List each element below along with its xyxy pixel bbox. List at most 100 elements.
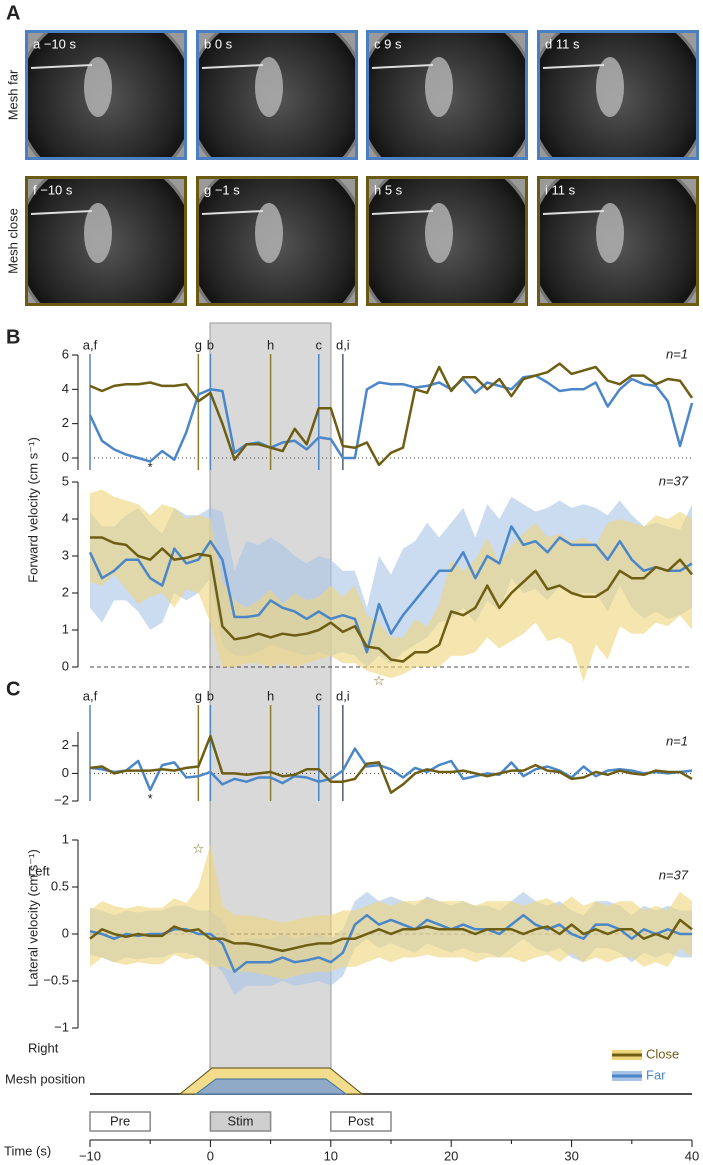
n-label: n=1: [666, 733, 688, 748]
epoch-label: Pre: [110, 1113, 130, 1128]
epoch-box: [89, 1111, 151, 1132]
cricket: [596, 203, 624, 263]
y-axis-title: Lateral velocity (cm s⁻¹): [25, 849, 40, 987]
y-tick-label: −2: [54, 792, 69, 807]
cricket: [84, 57, 112, 117]
row-label: Mesh far: [5, 69, 20, 120]
photo-frame: [196, 176, 358, 306]
cricket: [255, 57, 283, 117]
y-tick-label: 2: [62, 584, 69, 599]
photo-frame: [25, 176, 187, 306]
photo-frame: [537, 176, 699, 306]
n-label: n=37: [659, 867, 689, 882]
photo-frame: [25, 30, 187, 160]
y-tick-label: 0: [62, 658, 69, 673]
photo-label: c 9 s: [374, 36, 402, 51]
y-tick-label: 6: [62, 346, 69, 361]
photo: [366, 30, 528, 160]
photo-frame: [366, 176, 528, 306]
y-tick-label: 2: [62, 415, 69, 430]
epoch-label: Post: [348, 1113, 374, 1128]
antenna: [371, 64, 434, 69]
series-line: [89, 734, 693, 794]
antenna: [30, 210, 93, 215]
photo-label: a −10 s: [33, 36, 77, 51]
photo-label: d 11 s: [545, 36, 580, 51]
antenna: [201, 64, 264, 69]
legend-label: Far: [646, 1067, 666, 1082]
cricket: [425, 203, 453, 263]
y-tick-label: 5: [62, 473, 69, 488]
panel-label: B: [6, 326, 20, 348]
x-tick-label: 40: [685, 1148, 699, 1163]
y-tick-label: 0.5: [51, 878, 69, 893]
event-label: c: [316, 688, 323, 703]
antenna: [30, 64, 93, 69]
photo: [25, 176, 187, 306]
photo-label: f −10 s: [33, 182, 73, 197]
annotation: *: [148, 460, 153, 475]
photo: [366, 176, 528, 306]
event-label: c: [316, 337, 323, 352]
direction-label: Left: [28, 863, 50, 878]
legend-label: Close: [646, 1046, 679, 1061]
y-tick-label: 2: [62, 737, 69, 752]
antenna: [542, 210, 605, 215]
band: [90, 844, 692, 980]
panel-label: A: [6, 2, 20, 24]
y-axis-title: Forward velocity (cm s⁻¹): [25, 437, 40, 583]
x-tick-label: 0: [207, 1148, 214, 1163]
annotation: *: [148, 791, 153, 806]
x-tick-label: −10: [79, 1148, 101, 1163]
photo-frame: [196, 30, 358, 160]
y-tick-label: 0: [62, 925, 69, 940]
epoch-box: [209, 1111, 272, 1132]
event-label: h: [267, 688, 274, 703]
n-label: n=37: [659, 473, 689, 488]
photo-label: g −1 s: [204, 182, 240, 197]
y-tick-label: 4: [62, 510, 69, 525]
direction-label: Right: [28, 1040, 59, 1055]
event-label: d,i: [336, 337, 350, 352]
panel-label: C: [6, 678, 20, 700]
y-tick-label: 4: [62, 381, 69, 396]
band: [90, 489, 692, 682]
series-line: [88, 525, 693, 654]
n-label: n=1: [666, 346, 688, 361]
epoch-label: Stim: [228, 1113, 254, 1128]
series-line: [90, 536, 693, 663]
photo-frame: [366, 30, 528, 160]
event-label: g: [195, 688, 202, 703]
cricket: [255, 203, 283, 263]
x-tick-label: 30: [564, 1148, 578, 1163]
event-label: b: [207, 688, 214, 703]
y-tick-label: 1: [62, 831, 69, 846]
cricket: [596, 57, 624, 117]
y-tick-label: 0: [62, 449, 69, 464]
y-tick-label: 0: [62, 765, 69, 780]
cricket: [84, 203, 112, 263]
y-tick-label: 3: [62, 547, 69, 562]
photo: [537, 176, 699, 306]
antenna: [371, 210, 434, 215]
photo-frame: [537, 30, 699, 160]
x-tick-label: 20: [444, 1148, 458, 1163]
series-line: [88, 374, 694, 463]
photo-label: i 11 s: [545, 182, 576, 197]
annotation: ☆: [373, 673, 385, 688]
antenna: [542, 64, 605, 69]
x-tick-label: 10: [324, 1148, 338, 1163]
antenna: [201, 210, 264, 215]
annotation: ☆: [193, 841, 205, 856]
cricket: [425, 57, 453, 117]
photo: [196, 30, 358, 160]
mesh-label: Mesh position: [5, 1071, 85, 1086]
y-tick-label: −1: [54, 1019, 69, 1034]
series-line: [89, 362, 694, 467]
photo: [25, 30, 187, 160]
row-label: Mesh close: [5, 208, 20, 274]
y-tick-label: 1: [62, 621, 69, 636]
